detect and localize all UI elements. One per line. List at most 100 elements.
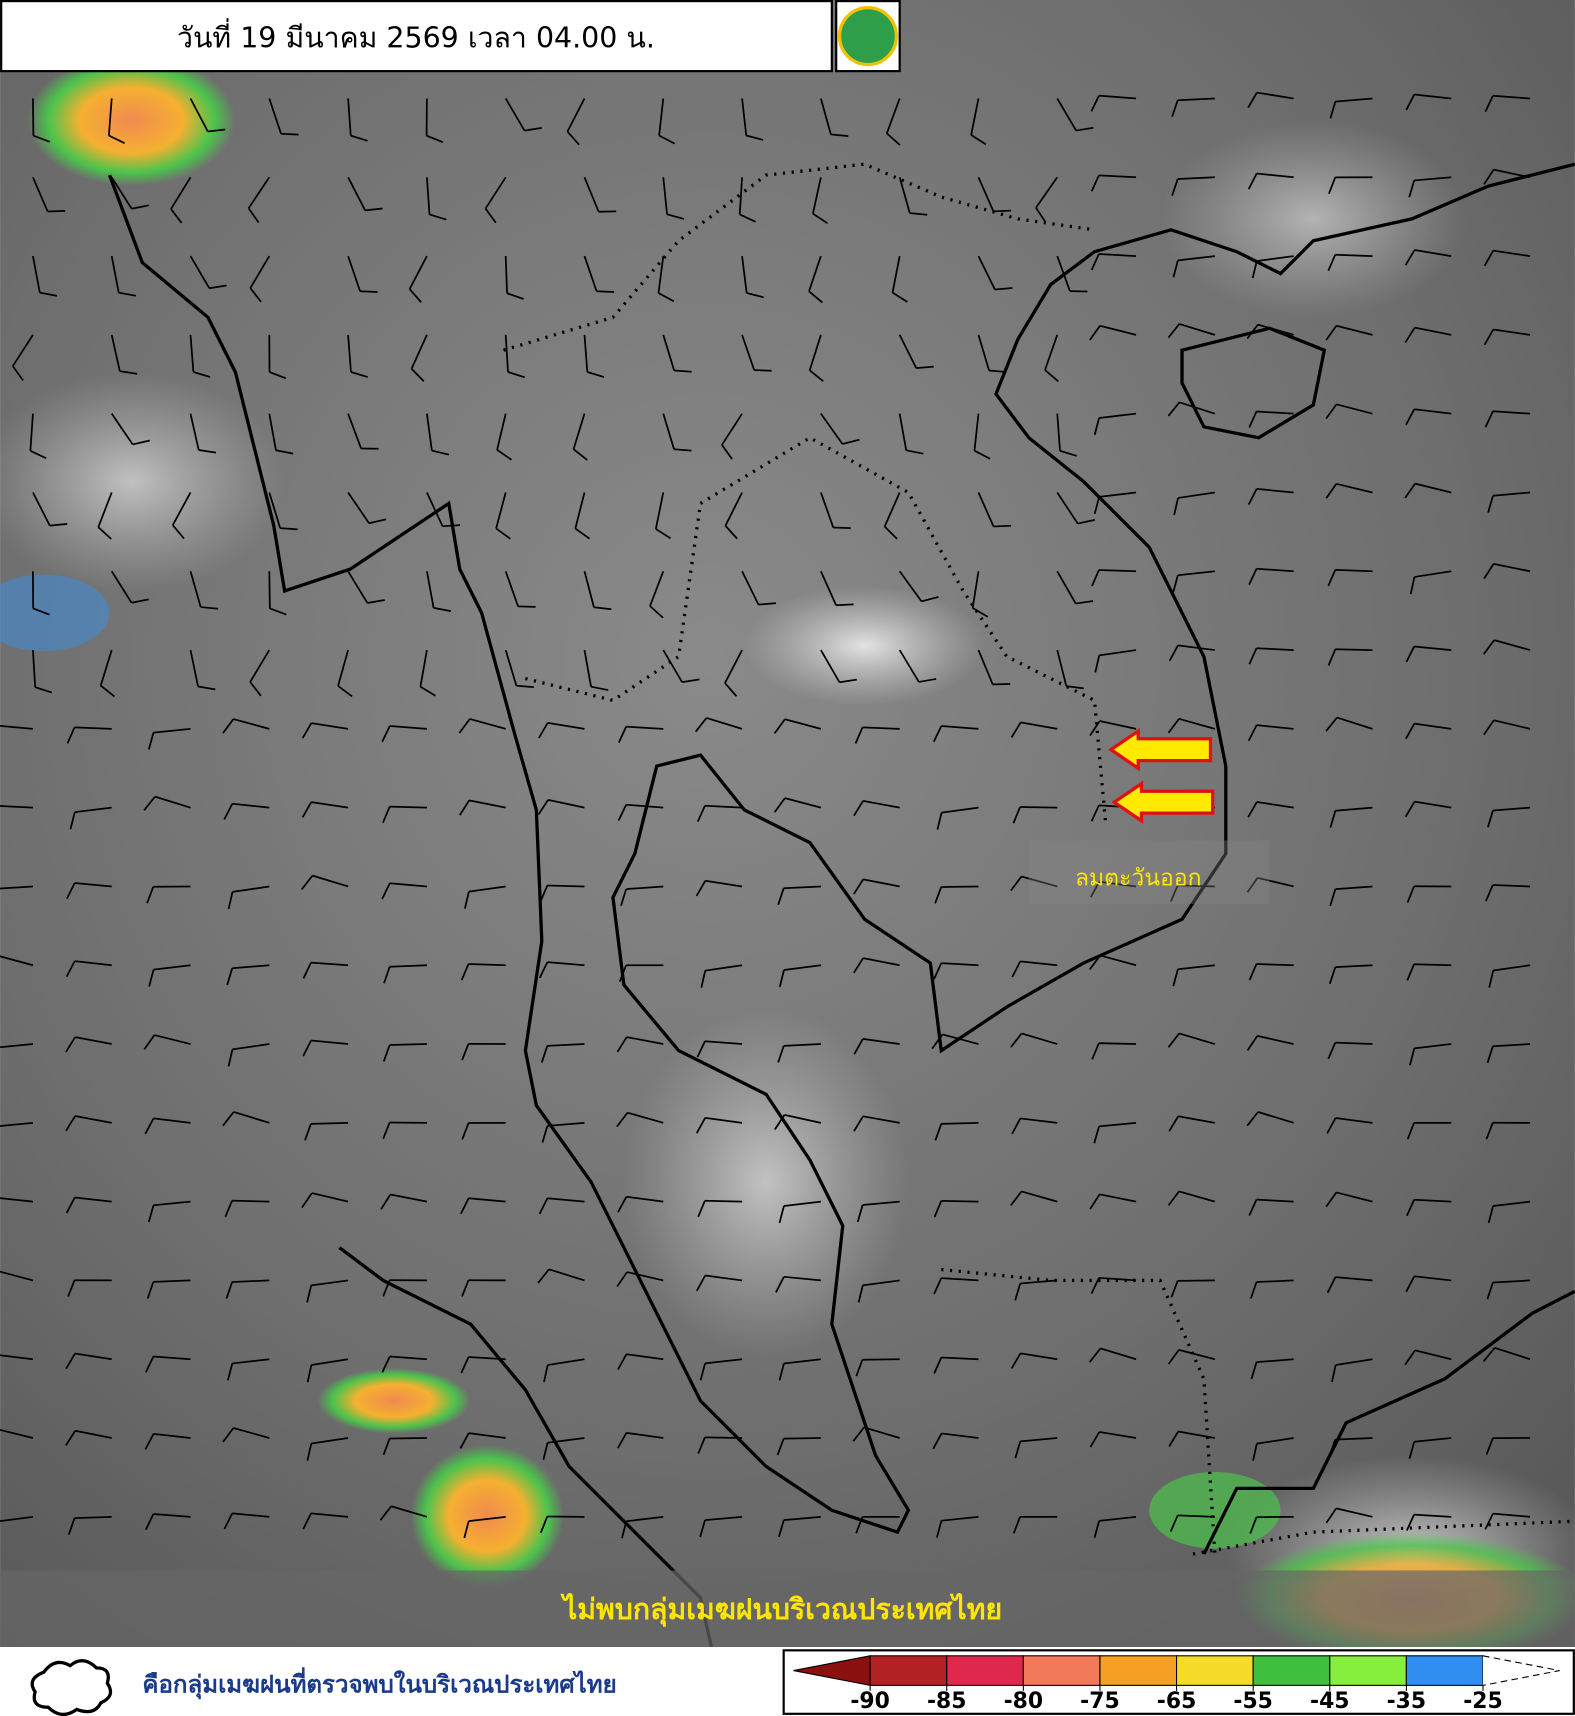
- wind-barb: [1020, 960, 1058, 967]
- wind-barb-flag: [1487, 1205, 1494, 1224]
- wind-barb: [1020, 1279, 1058, 1285]
- wind-barb: [268, 413, 277, 451]
- scale-tick-label: -90: [850, 1689, 890, 1714]
- wind-barb: [970, 98, 980, 136]
- wind-barb: [495, 492, 507, 529]
- wind-barb: [1256, 567, 1294, 573]
- wind-barb-flag: [408, 288, 422, 303]
- wind-barb: [1098, 1515, 1137, 1522]
- scale-bin: [946, 1655, 1024, 1686]
- wind-barb: [468, 1356, 506, 1361]
- wind-barb: [547, 1437, 585, 1444]
- wind-barb-flag: [538, 1197, 549, 1215]
- wind-barb: [310, 961, 349, 967]
- wind-barb-flag: [1090, 95, 1100, 112]
- wind-barb: [1336, 482, 1373, 494]
- wind-barb: [1335, 1276, 1373, 1282]
- wind-barb-flag: [433, 607, 451, 613]
- wind-barb-flag: [1247, 173, 1258, 190]
- wind-barb-flag: [360, 290, 378, 293]
- wind-barb: [1493, 964, 1531, 972]
- wind-barb-flag: [301, 722, 313, 739]
- wind-barb-flag: [337, 685, 353, 698]
- wind-barb: [862, 957, 900, 967]
- wind-barb-flag: [419, 685, 436, 697]
- wind-barb: [1178, 1032, 1216, 1045]
- wind-barb-flag: [988, 369, 1007, 373]
- wind-barb-flag: [1327, 648, 1337, 666]
- wind-barb-flag: [697, 1200, 706, 1218]
- wind-barb-flag: [496, 449, 512, 461]
- wind-barb-flag: [1167, 401, 1181, 417]
- wind-barb-flag: [699, 1363, 706, 1381]
- wind-barb-flag: [100, 684, 115, 698]
- wind-barb-flag: [1405, 94, 1416, 111]
- wind-barb-flag: [302, 1513, 312, 1530]
- wind-barb-flag: [617, 1432, 628, 1449]
- wind-barb: [862, 1115, 900, 1124]
- wind-barb: [0, 724, 33, 730]
- wind-barb-flag: [936, 812, 943, 830]
- wind-barb: [1020, 721, 1058, 730]
- wind-barb: [977, 334, 990, 371]
- wind-barb-flag: [66, 726, 76, 744]
- wind-barb-flag: [1012, 806, 1021, 824]
- wind-barb-flag: [1077, 519, 1096, 525]
- wind-barb: [1178, 1430, 1216, 1439]
- wind-barb: [1493, 168, 1531, 179]
- wind-barb: [1256, 1279, 1294, 1283]
- wind-barb-flag: [933, 1357, 943, 1374]
- wind-barb-flag: [1408, 180, 1416, 198]
- wind-barb: [496, 413, 507, 451]
- wind-barb-flag: [853, 957, 864, 974]
- wind-barb: [1056, 570, 1077, 604]
- wind-barb: [189, 334, 195, 373]
- wind-barb-flag: [1483, 563, 1495, 580]
- wind-barb-flag: [1252, 1443, 1258, 1461]
- wind-barb-flag: [666, 213, 685, 220]
- wind-barb: [390, 1505, 428, 1518]
- wind-barb-flag: [853, 800, 864, 817]
- wind-barb-flag: [495, 527, 511, 540]
- wind-barb-flag: [892, 291, 908, 303]
- wind-barb: [1256, 172, 1294, 179]
- wind-barb-flag: [777, 1045, 785, 1063]
- wind-barb-flag: [620, 888, 628, 907]
- wind-barb: [1414, 93, 1452, 100]
- wind-barb-flag: [1168, 1115, 1179, 1132]
- wind-barb-flag: [65, 1197, 76, 1214]
- wind-barb: [704, 1199, 743, 1203]
- wind-barb-flag: [198, 449, 217, 454]
- wind-barb-flag: [773, 718, 786, 734]
- wind-barb: [941, 806, 979, 814]
- wind-barb: [1098, 1042, 1137, 1045]
- wind-barb-flag: [39, 291, 58, 297]
- wind-barb-flag: [1250, 1361, 1258, 1380]
- wind-barb: [1256, 1437, 1294, 1445]
- wind-barb-flag: [226, 967, 234, 986]
- wind-barb-flag: [934, 1123, 943, 1141]
- wind-barb-flag: [617, 1196, 628, 1213]
- wind-barb-flag: [1093, 496, 1100, 515]
- wind-barb: [1099, 1431, 1137, 1439]
- wind-barb: [704, 1436, 743, 1439]
- wind-barb-flag: [382, 1044, 391, 1062]
- wind-barb-flag: [1167, 1349, 1180, 1365]
- wind-barb-flag: [918, 678, 937, 683]
- wind-barb-flag: [916, 365, 934, 370]
- wind-barb: [189, 571, 202, 608]
- wind-barb-flag: [381, 882, 391, 900]
- wind-barb-flag: [1091, 1042, 1100, 1060]
- wind-barb: [1178, 1190, 1216, 1203]
- wind-barb: [583, 571, 595, 608]
- wind-barb-flag: [695, 880, 707, 897]
- wind-barb: [1493, 249, 1531, 257]
- wind-barb-flag: [593, 606, 612, 611]
- header-box: [0, 0, 833, 73]
- wind-barb-flag: [1066, 685, 1084, 690]
- wind-barb: [1177, 570, 1215, 577]
- wind-barb: [1056, 491, 1079, 525]
- wind-barb: [74, 1115, 112, 1124]
- wind-barb-flag: [540, 1045, 549, 1063]
- wind-barb-flag: [933, 1200, 943, 1218]
